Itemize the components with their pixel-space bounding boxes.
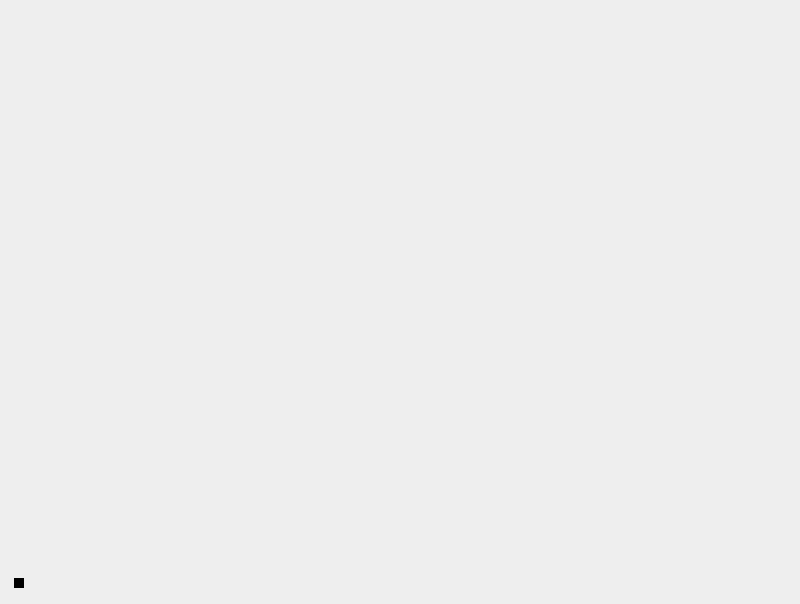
median-age-swatch [14, 578, 24, 588]
population-pyramid-chart [0, 4, 800, 604]
legend-median-age [14, 575, 28, 590]
